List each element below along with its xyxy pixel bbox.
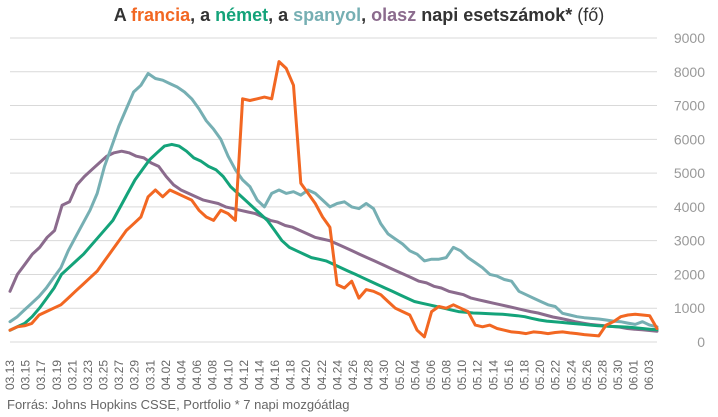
x-tick-label: 03.31: [143, 360, 157, 390]
x-tick-label: 06.01: [627, 360, 641, 390]
x-tick-label: 04.28: [362, 360, 376, 390]
x-tick-label: 05.08: [440, 360, 454, 390]
x-tick-label: 04.14: [252, 360, 266, 390]
x-axis-ticks: 03.13 03.15 03.17 03.19 03.21 03.23 03.25 03.27…: [3, 360, 656, 390]
x-tick-label: 05.10: [455, 360, 469, 390]
gridlines: [10, 37, 657, 343]
series-line-de: [8, 142, 659, 332]
x-tick-label: 03.25: [97, 360, 111, 390]
series-line-es: [8, 72, 659, 329]
series-line-fr: [8, 60, 659, 339]
series-lines: [8, 60, 659, 339]
x-tick-label: 03.29: [128, 360, 142, 390]
x-tick-label: 04.10: [221, 360, 235, 390]
x-tick-label: 04.18: [284, 360, 298, 390]
x-tick-label: 05.04: [408, 360, 422, 390]
chart-title-part: (fő): [572, 5, 605, 25]
x-tick-label: 04.24: [330, 360, 344, 390]
y-tick-label: 6000: [674, 131, 705, 147]
y-tick-label: 0: [697, 334, 705, 350]
x-tick-label: 05.14: [486, 360, 500, 390]
y-tick-label: 3000: [674, 233, 705, 249]
x-tick-label: 03.17: [34, 360, 48, 390]
x-tick-label: 03.13: [3, 360, 17, 390]
chart-title-part: francia: [131, 5, 191, 25]
x-tick-label: 05.12: [471, 360, 485, 390]
x-tick-label: 04.04: [174, 360, 188, 390]
x-tick-label: 05.06: [424, 360, 438, 390]
x-tick-label: 04.30: [377, 360, 391, 390]
chart-title-part: spanyol: [293, 5, 362, 25]
x-tick-label: 04.02: [159, 360, 173, 390]
x-tick-label: 04.20: [299, 360, 313, 390]
x-tick-label: 04.12: [237, 360, 251, 390]
x-tick-label: 05.24: [564, 360, 578, 390]
y-tick-label: 1000: [674, 300, 705, 316]
y-tick-label: 5000: [674, 165, 705, 181]
x-tick-label: 04.16: [268, 360, 282, 390]
x-tick-label: 05.26: [580, 360, 594, 390]
chart-title-part: , a: [190, 5, 216, 25]
x-tick-label: 05.20: [533, 360, 547, 390]
x-tick-label: 04.06: [190, 360, 204, 390]
chart-title: A francia, a német, a spanyol, olasz nap…: [0, 5, 718, 26]
chart-title-part: ,: [361, 5, 372, 25]
y-tick-label: 4000: [674, 199, 705, 215]
x-tick-label: 03.19: [50, 360, 64, 390]
x-tick-label: 05.28: [595, 360, 609, 390]
chart-title-part: napi esetszámok*: [416, 5, 573, 25]
y-axis-ticks: 0 1000 2000 3000 4000 5000 6000 7000 8000 9000: [674, 30, 705, 350]
x-tick-label: 03.23: [81, 360, 95, 390]
chart-title-part: , a: [268, 5, 294, 25]
x-tick-label: 05.30: [611, 360, 625, 390]
x-tick-label: 04.26: [346, 360, 360, 390]
y-tick-label: 2000: [674, 266, 705, 282]
x-tick-label: 04.22: [315, 360, 329, 390]
source-note: Forrás: Johns Hopkins CSSE, Portfolio * …: [7, 397, 350, 412]
series-line-it: [8, 149, 659, 333]
x-tick-label: 04.08: [206, 360, 220, 390]
y-tick-label: 7000: [674, 98, 705, 114]
chart-title-part: német: [215, 5, 269, 25]
x-tick-label: 03.27: [112, 360, 126, 390]
x-tick-label: 05.02: [393, 360, 407, 390]
x-tick-label: 05.22: [549, 360, 563, 390]
x-tick-label: 03.15: [19, 360, 33, 390]
chart-title-part: A: [113, 5, 132, 25]
x-tick-label: 06.03: [642, 360, 656, 390]
x-tick-label: 05.16: [502, 360, 516, 390]
x-tick-label: 05.18: [517, 360, 531, 390]
y-tick-label: 9000: [674, 30, 705, 46]
chart-title-part: olasz: [371, 5, 417, 25]
y-tick-label: 8000: [674, 64, 705, 80]
x-tick-label: 03.21: [65, 360, 79, 390]
